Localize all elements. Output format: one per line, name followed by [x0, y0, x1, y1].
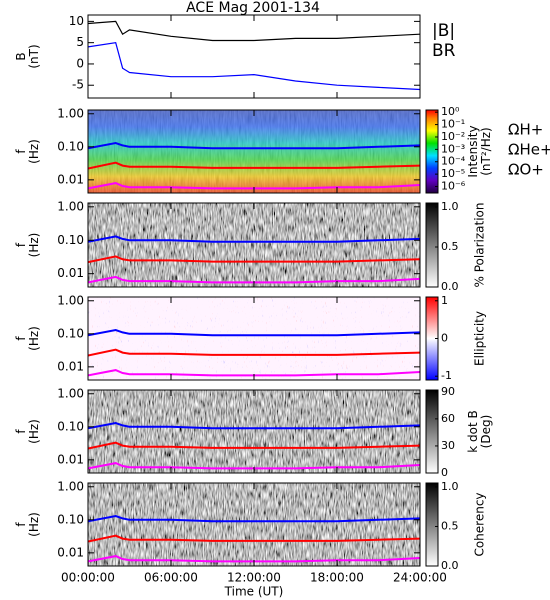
x-tick-label: 12:00:00	[227, 571, 281, 585]
colorbar-tick-label: 0.0	[441, 280, 459, 293]
legend-entry: ΩHe+	[508, 141, 550, 159]
y-tick-label: 1.00	[57, 293, 84, 307]
colorbar-tick-label: 10⁻⁶	[441, 180, 466, 193]
y-tick-label: 0.10	[57, 512, 84, 526]
spectrogram-texture	[88, 203, 420, 287]
x-tick-label: 24:00:00	[393, 571, 447, 585]
colorbar-tick-label: 90	[441, 385, 455, 398]
colorbar	[425, 109, 439, 194]
colorbar-tick-label: 0	[441, 332, 448, 345]
y-tick-label: 0.10	[57, 139, 84, 153]
y-tick-label: 0.10	[57, 326, 84, 340]
y-axis-label: (Hz)	[27, 326, 41, 351]
y-axis-label: B	[14, 52, 28, 60]
y-tick-label: 0.01	[57, 452, 84, 466]
colorbar-label: (nT²/Hz)	[479, 127, 493, 175]
series-line	[88, 255, 420, 264]
y-tick-label: 1.00	[57, 479, 84, 493]
y-tick-label: 0.01	[57, 172, 84, 186]
colorbar-tick-label: 0.0	[441, 559, 459, 572]
series-line	[88, 161, 420, 170]
colorbar-tick-label: -1	[441, 369, 452, 382]
y-axis-label: f	[14, 522, 28, 527]
series-line	[88, 141, 420, 150]
series-line	[88, 20, 420, 42]
series-line	[88, 421, 420, 430]
colorbar-label: Intensity	[466, 125, 480, 177]
series-line	[88, 328, 420, 337]
y-axis-label: f	[14, 242, 28, 247]
y-tick-label: 0.01	[57, 359, 84, 373]
colorbar-tick-label: 10⁻²	[441, 130, 465, 143]
legend-entry: |B|	[432, 21, 455, 41]
series-line	[88, 534, 420, 543]
colorbar-tick-label: 0.5	[441, 240, 459, 253]
series-line	[88, 441, 420, 450]
plot-frame	[87, 14, 421, 99]
y-tick-label: 0	[76, 56, 84, 70]
y-axis-label: (nT)	[27, 44, 41, 68]
colorbar-tick-label: 1.0	[441, 480, 459, 493]
y-tick-label: 1.00	[57, 386, 84, 400]
series-line	[88, 348, 420, 357]
y-axis-label: f	[14, 429, 28, 434]
chart-title: ACE Mag 2001-134	[186, 0, 320, 16]
colorbar-label: Ellipticity	[473, 311, 487, 366]
colorbar-label: k dot B	[466, 410, 480, 452]
colorbar	[425, 202, 439, 288]
x-tick-label: 06:00:00	[144, 571, 198, 585]
y-tick-label: 0.01	[57, 266, 84, 280]
series-line	[88, 462, 420, 470]
colorbar	[425, 482, 439, 567]
colorbar-tick-label: 10⁻⁵	[441, 167, 465, 180]
legend-entry: ΩH+	[508, 121, 543, 139]
x-tick-label: 18:00:00	[310, 571, 364, 585]
y-tick-label: 10	[69, 14, 84, 28]
legend-entry: ΩO+	[508, 161, 544, 179]
y-tick-label: 0.10	[57, 419, 84, 433]
colorbar-tick-label: 10⁻¹	[441, 118, 465, 131]
legend-entry: BR	[432, 41, 456, 61]
colorbar-tick-label: 10⁰	[441, 105, 460, 118]
colorbar-tick-label: 1.0	[441, 200, 459, 213]
colorbar-tick-label: 10⁻⁴	[441, 155, 466, 168]
colorbar-tick-label: 0	[441, 466, 448, 479]
colorbar-tick-label: 30	[441, 439, 455, 452]
series-line	[88, 182, 420, 190]
spectrogram-texture	[88, 297, 420, 380]
colorbar-label: Coherency	[473, 492, 487, 556]
spectrogram-texture	[88, 390, 420, 473]
spectrogram-texture	[88, 483, 420, 566]
y-axis-label: (Hz)	[27, 512, 41, 537]
y-tick-label: 0.01	[57, 545, 84, 559]
series-line	[88, 555, 420, 563]
colorbar-label: % Polarization	[473, 203, 487, 288]
series-line	[88, 514, 420, 523]
y-tick-label: 1.00	[57, 199, 84, 213]
y-axis-label: f	[14, 149, 28, 154]
colorbar-tick-label: 10⁻³	[441, 142, 465, 155]
y-axis-label: f	[14, 336, 28, 341]
series-line	[88, 369, 420, 377]
y-axis-label: (Hz)	[27, 233, 41, 258]
colorbar-tick-label: 1	[441, 294, 448, 307]
colorbar-label: (Deg)	[479, 415, 493, 449]
y-tick-label: 1.00	[57, 106, 84, 120]
colorbar-tick-label: 60	[441, 412, 455, 425]
y-tick-label: -5	[72, 78, 84, 92]
y-tick-label: 5	[76, 35, 84, 49]
x-tick-label: 00:00:00	[61, 571, 115, 585]
y-tick-label: 0.10	[57, 233, 84, 247]
series-line	[88, 235, 420, 243]
spectrogram-texture	[88, 110, 420, 193]
series-line	[88, 42, 420, 91]
y-axis-label: (Hz)	[27, 419, 41, 444]
y-axis-label: (Hz)	[27, 139, 41, 164]
colorbar-tick-label: 0.5	[441, 519, 459, 532]
x-axis-label: Time (UT)	[224, 585, 284, 599]
colorbar	[425, 389, 439, 474]
series-line	[88, 275, 420, 284]
